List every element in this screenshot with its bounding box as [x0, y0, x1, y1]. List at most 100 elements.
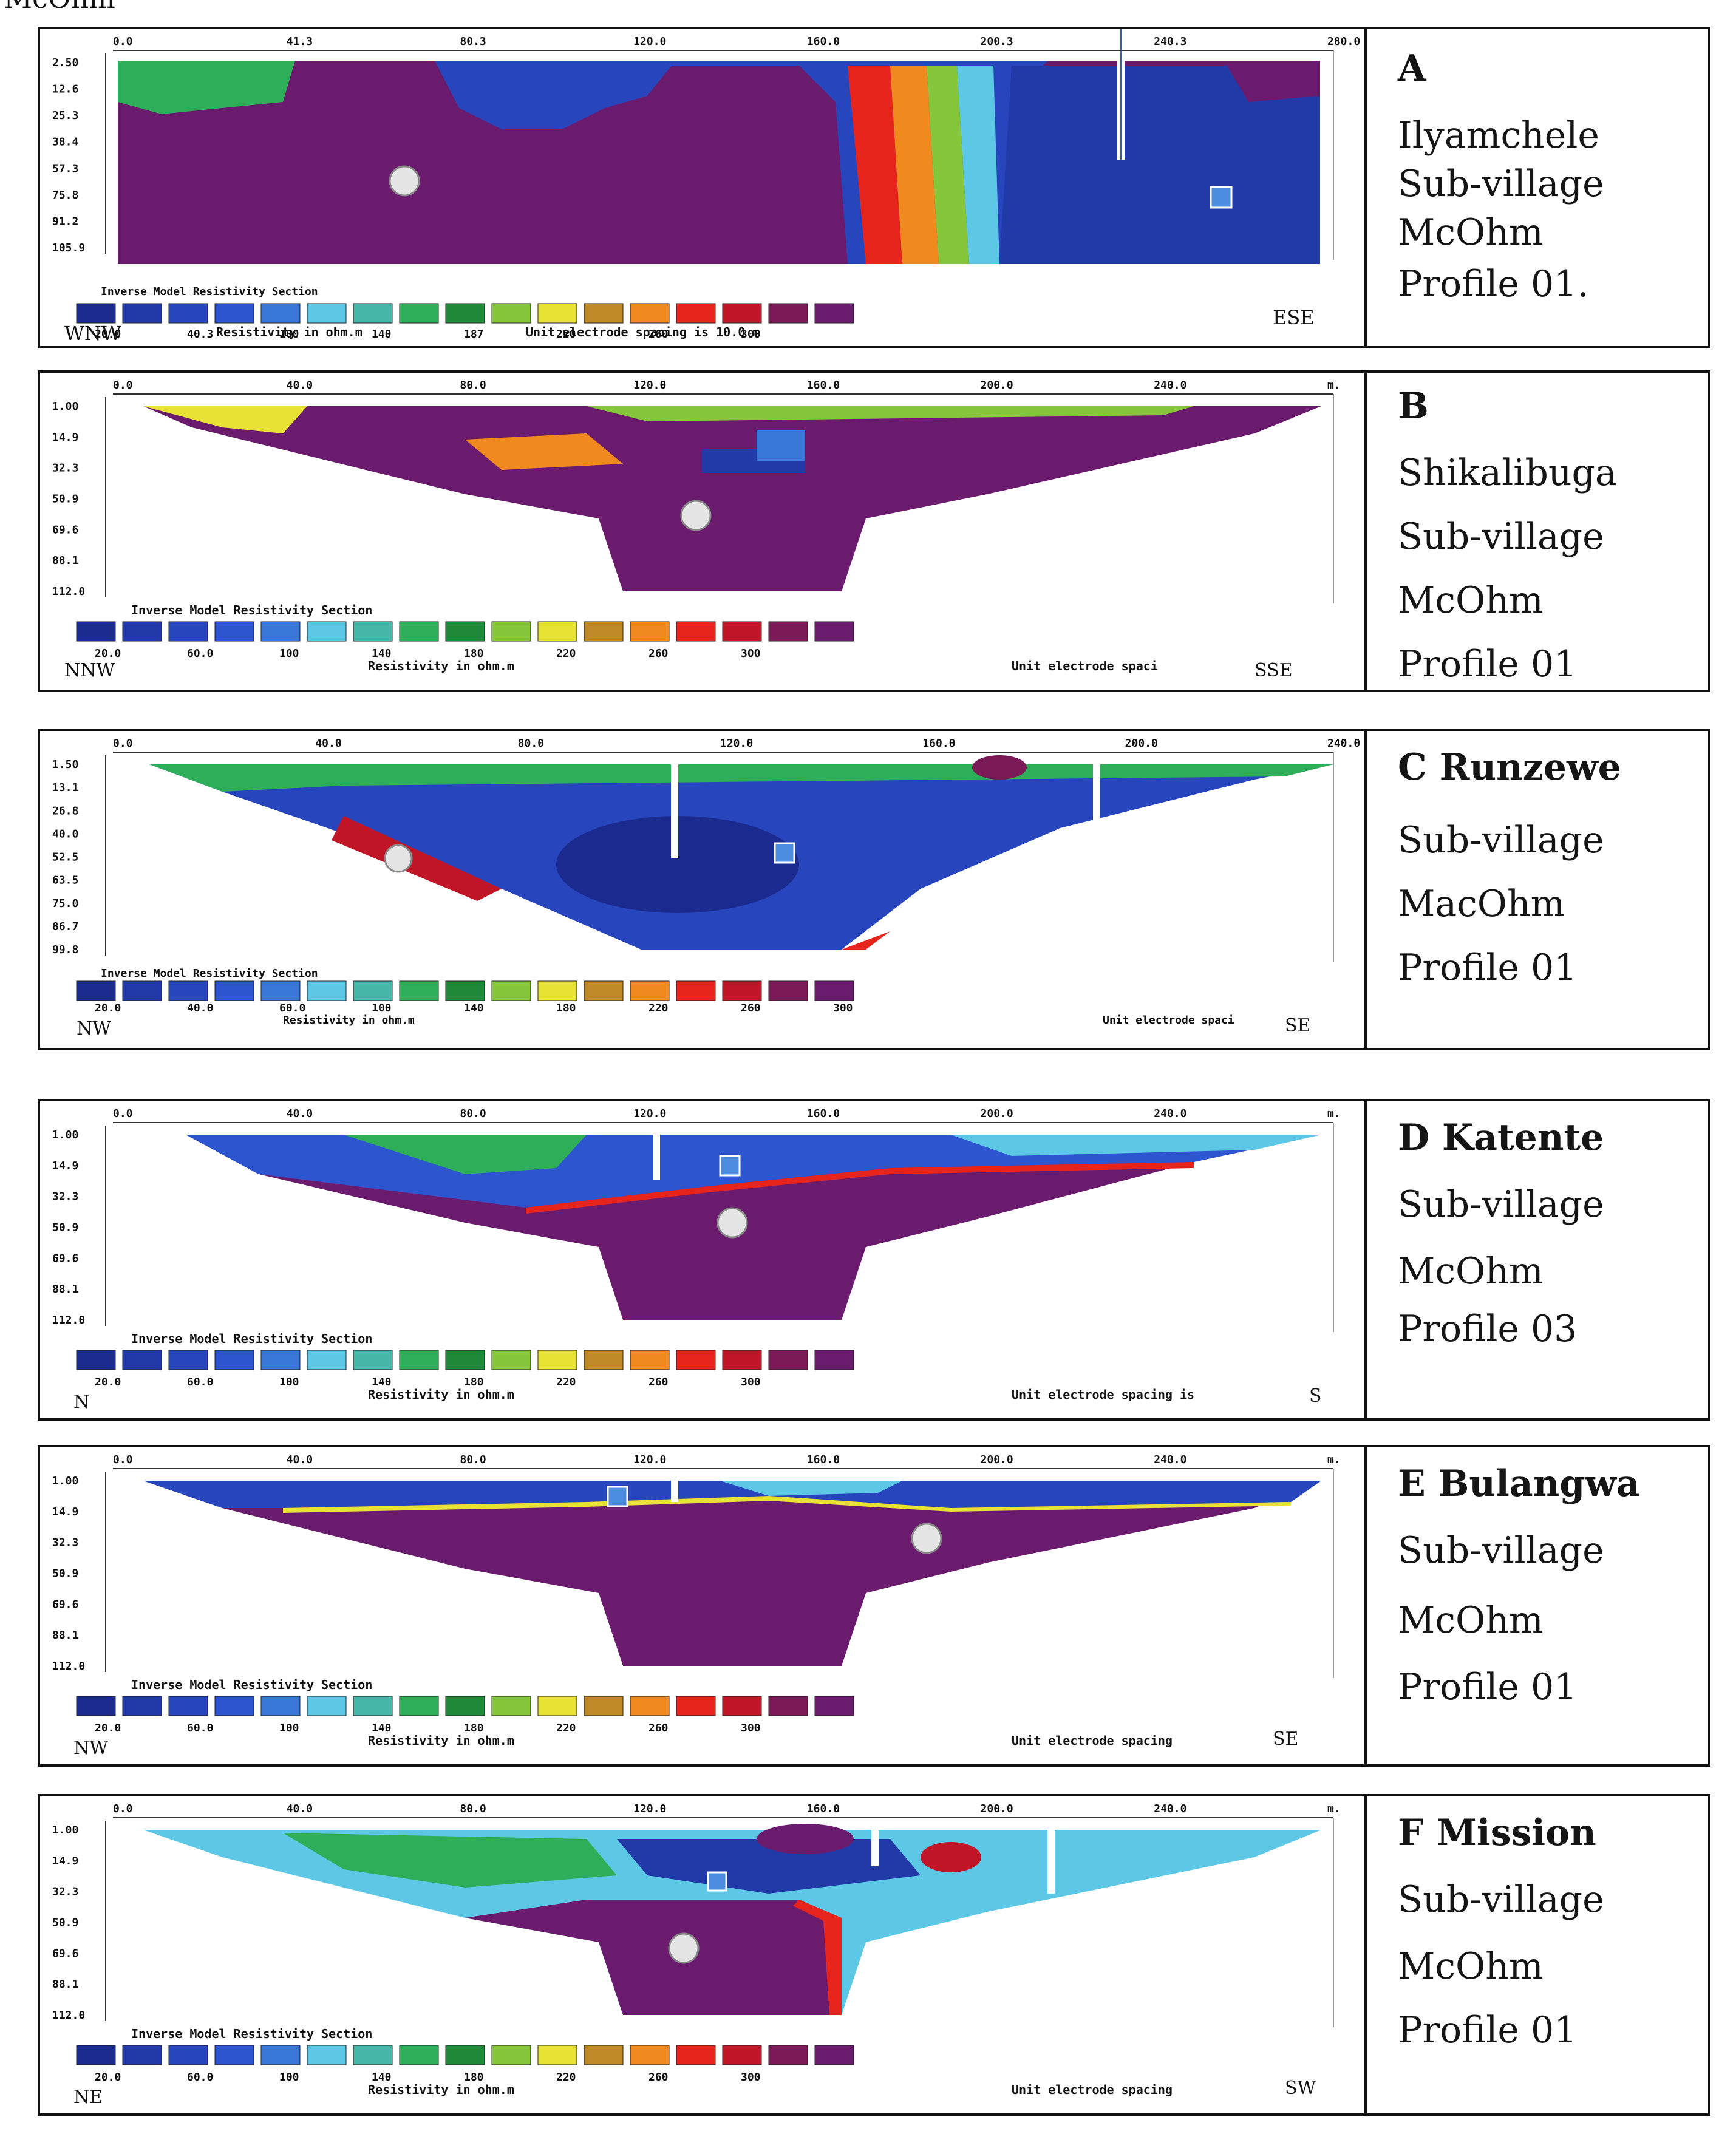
color-scale-swatch	[76, 1350, 116, 1370]
color-scale-swatch	[307, 1696, 347, 1716]
interface-zone	[793, 1900, 842, 2015]
scale-value-label: 140	[372, 2071, 392, 2084]
color-scale-swatch	[168, 1350, 208, 1370]
color-scale-swatch	[676, 1696, 716, 1716]
x-tick-label: 240.3	[1154, 35, 1186, 48]
panel-a-site: Ilyamchele	[1398, 114, 1599, 157]
color-scale-swatch	[353, 621, 393, 642]
scale-value-label: 20.0	[95, 1722, 121, 1735]
conductive-zone	[999, 66, 1320, 264]
transition-zone-red	[848, 66, 902, 264]
section-title-f: Inverse Model Resistivity Section	[131, 2027, 372, 2041]
section-a-svg: 2.50 12.6 25.3 38.4 57.3 75.8 91.2 105.9 0.0 41.…	[52, 29, 1364, 345]
depth-tick-label: 40.0	[52, 827, 78, 840]
scale-labels-d: 20.0 60.0 100 140 180 220 260 300	[95, 1376, 761, 1388]
color-scale-swatch	[768, 1350, 808, 1370]
scale-value-label: 220	[648, 1002, 669, 1014]
electrode-spacing-label-a: Unit electrode spacing is 10.0 m	[526, 325, 760, 339]
x-tick-label: 0.0	[113, 1803, 133, 1815]
x-tick-label: 240.0	[1154, 379, 1186, 392]
scale-value-label: 187	[464, 328, 484, 341]
aquifer-target-symbol	[1210, 186, 1233, 209]
depth-tick-label: 86.7	[52, 920, 78, 933]
scale-value-label: 140	[464, 1002, 484, 1014]
color-scale-swatch	[814, 2045, 854, 2065]
panel-d-title: D Katente	[1398, 1116, 1604, 1159]
depth-axis-c: 1.50 13.1 26.8 40.0 52.5 63.5 75.0 86.7 99.8	[52, 755, 106, 956]
x-tick-label: 0.0	[113, 35, 133, 48]
x-tick-label: 120.0	[633, 1107, 666, 1120]
scale-value-label: 180	[464, 2071, 484, 2084]
depth-tick-label: 13.1	[52, 781, 78, 794]
x-axis-d: 0.0 40.0 80.0 120.0 160.0 200.0 240.0 m.	[113, 1107, 1341, 1332]
scale-value-label: 220	[556, 2071, 576, 2084]
panel-f: 1.00 14.9 32.3 50.9 69.6 88.1 112.0 0.0 40.0 80.…	[38, 1794, 1710, 2116]
panel-f-subvillage: Sub-village	[1398, 1878, 1604, 1921]
scale-value-label: 100	[372, 1002, 392, 1014]
depth-tick-label: 88.1	[52, 1629, 78, 1642]
depth-tick-label: 14.9	[52, 1160, 78, 1172]
section-title-a: Inverse Model Resistivity Section	[101, 285, 318, 298]
depth-tick-label: 112.0	[52, 2009, 85, 2022]
x-tick-label: 160.0	[807, 1453, 840, 1466]
color-scale-swatch	[676, 980, 716, 1001]
scale-value-label: 140	[372, 1376, 392, 1388]
color-scale-swatch	[399, 1350, 439, 1370]
section-b-svg: 1.00 14.9 32.3 50.9 69.6 88.1 112.0 0.0 40.0 80.…	[52, 379, 1341, 681]
color-scale-swatch	[722, 980, 762, 1001]
depth-tick-label: 63.5	[52, 874, 78, 887]
resistive-flank	[332, 816, 502, 901]
depth-tick-label: 112.0	[52, 1314, 85, 1327]
direction-right-b: SSE	[1254, 660, 1292, 681]
section-e-svg: 1.00 14.9 32.3 50.9 69.6 88.1 112.0 0.0 40.0 80.…	[52, 1447, 1341, 1759]
panel-c-method: MacOhm	[1398, 883, 1565, 925]
resistive-body-symbol	[389, 165, 420, 197]
resistivity-unit-label-a: Resistivity in ohm.m	[216, 325, 363, 339]
scale-value-label: 220	[556, 328, 576, 341]
panel-a-caption: A Ilyamchele Sub-village McOhm Profile 0…	[1364, 29, 1708, 346]
panel-a-letter: A	[1398, 47, 1426, 90]
depth-axis-d: 1.00 14.9 32.3 50.9 69.6 88.1 112.0	[52, 1126, 106, 1327]
panel-b-subvillage: Sub-village	[1398, 515, 1604, 558]
resistivity-section-a: 2.50 12.6 25.3 38.4 57.3 75.8 91.2 105.9 0.0 41.…	[40, 29, 1364, 346]
x-tick-label: 240.0	[1154, 1107, 1186, 1120]
color-scale-swatch	[353, 1696, 393, 1716]
scale-value-label: 300	[741, 647, 761, 660]
x-tick-label: 200.0	[981, 1453, 1013, 1466]
panel-e-profile: Profile 01	[1398, 1666, 1578, 1708]
color-scale-swatch	[214, 980, 254, 1001]
color-scale-swatch	[307, 1350, 347, 1370]
x-tick-label: 160.0	[922, 737, 955, 750]
color-scale-swatch	[122, 303, 162, 324]
shallow-zone	[283, 1833, 617, 1888]
x-tick-label: 120.0	[633, 35, 666, 48]
resistive-body-symbol	[680, 500, 712, 531]
color-scale-swatch	[537, 1350, 577, 1370]
resistivity-section-f: 1.00 14.9 32.3 50.9 69.6 88.1 112.0 0.0 40.0 80.…	[40, 1796, 1364, 2113]
depth-tick-label: 12.6	[52, 83, 78, 96]
color-scale-swatch	[168, 980, 208, 1001]
direction-left-c: NW	[77, 1018, 111, 1039]
x-tick-label: 200.3	[981, 35, 1013, 48]
electrode-spacing-label-b: Unit electrode spaci	[1012, 659, 1158, 673]
color-scale-swatch	[722, 2045, 762, 2065]
x-tick-label: 0.0	[113, 1107, 133, 1120]
x-tick-label: 80.0	[460, 379, 486, 392]
color-scale-swatch	[584, 980, 624, 1001]
depth-tick-label: 112.0	[52, 1660, 85, 1673]
x-tick-label: 160.0	[807, 379, 840, 392]
depth-tick-label: 69.6	[52, 1947, 78, 1960]
resistivity-unit-label-f: Resistivity in ohm.m	[368, 2082, 514, 2097]
resistive-cap-zone	[1224, 61, 1320, 102]
scale-value-label: 100	[279, 328, 299, 341]
x-tick-label: 240.0	[1327, 737, 1360, 750]
panel-f-title: F Mission	[1398, 1812, 1596, 1854]
color-scale-b	[76, 621, 854, 642]
scale-value-label: 40.0	[187, 1002, 213, 1014]
color-scale-swatch	[214, 1696, 254, 1716]
x-tick-label: m.	[1327, 379, 1341, 392]
resistivity-section-d: 1.00 14.9 32.3 50.9 69.6 88.1 112.0 0.0 40.0 80.…	[40, 1101, 1364, 1418]
depth-axis-a: 2.50 12.6 25.3 38.4 57.3 75.8 91.2 105.9	[52, 53, 106, 254]
interface-zone	[283, 1496, 1291, 1513]
color-scale-swatch	[214, 621, 254, 642]
